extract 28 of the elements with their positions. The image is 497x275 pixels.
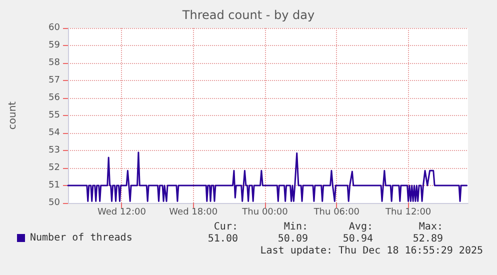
text: 50.94 <box>342 234 373 244</box>
y-tick-label: 60 <box>48 23 60 33</box>
text: Last update: Thu Dec 18 16:55:29 2025 <box>260 246 484 256</box>
y-tick-label: 57 <box>48 76 60 86</box>
text: Max: <box>418 222 443 232</box>
chart-title: Thread count - by day <box>181 8 315 22</box>
x-tick-label: Wed 18:00 <box>169 208 218 218</box>
y-tick-label: 59 <box>48 40 60 50</box>
y-tick-label: 58 <box>48 58 60 68</box>
y-tick-label: 53 <box>48 146 60 156</box>
y-tick-label: 50 <box>48 198 60 208</box>
y-tick-label: 55 <box>48 110 60 120</box>
x-tick-label: Wed 12:00 <box>98 208 146 218</box>
text: 51.00 <box>208 234 238 244</box>
x-tick-label: Thu 12:00 <box>384 208 432 218</box>
x-tick-label: Thu 00:00 <box>241 208 288 218</box>
text: Min: <box>284 222 308 232</box>
y-tick-label: 56 <box>48 93 60 103</box>
text: 50.09 <box>278 234 308 244</box>
legend-label: Number of threads <box>30 232 132 244</box>
x-tick-label: Thu 06:00 <box>312 208 360 218</box>
text: Avg: <box>348 222 373 232</box>
text: 52.89 <box>412 234 443 244</box>
y-tick-label: 54 <box>48 128 60 138</box>
text: Cur: <box>214 222 238 232</box>
y-tick-label: 52 <box>48 163 60 173</box>
y-axis-title: count <box>8 101 18 130</box>
y-tick-label: 51 <box>48 180 60 190</box>
